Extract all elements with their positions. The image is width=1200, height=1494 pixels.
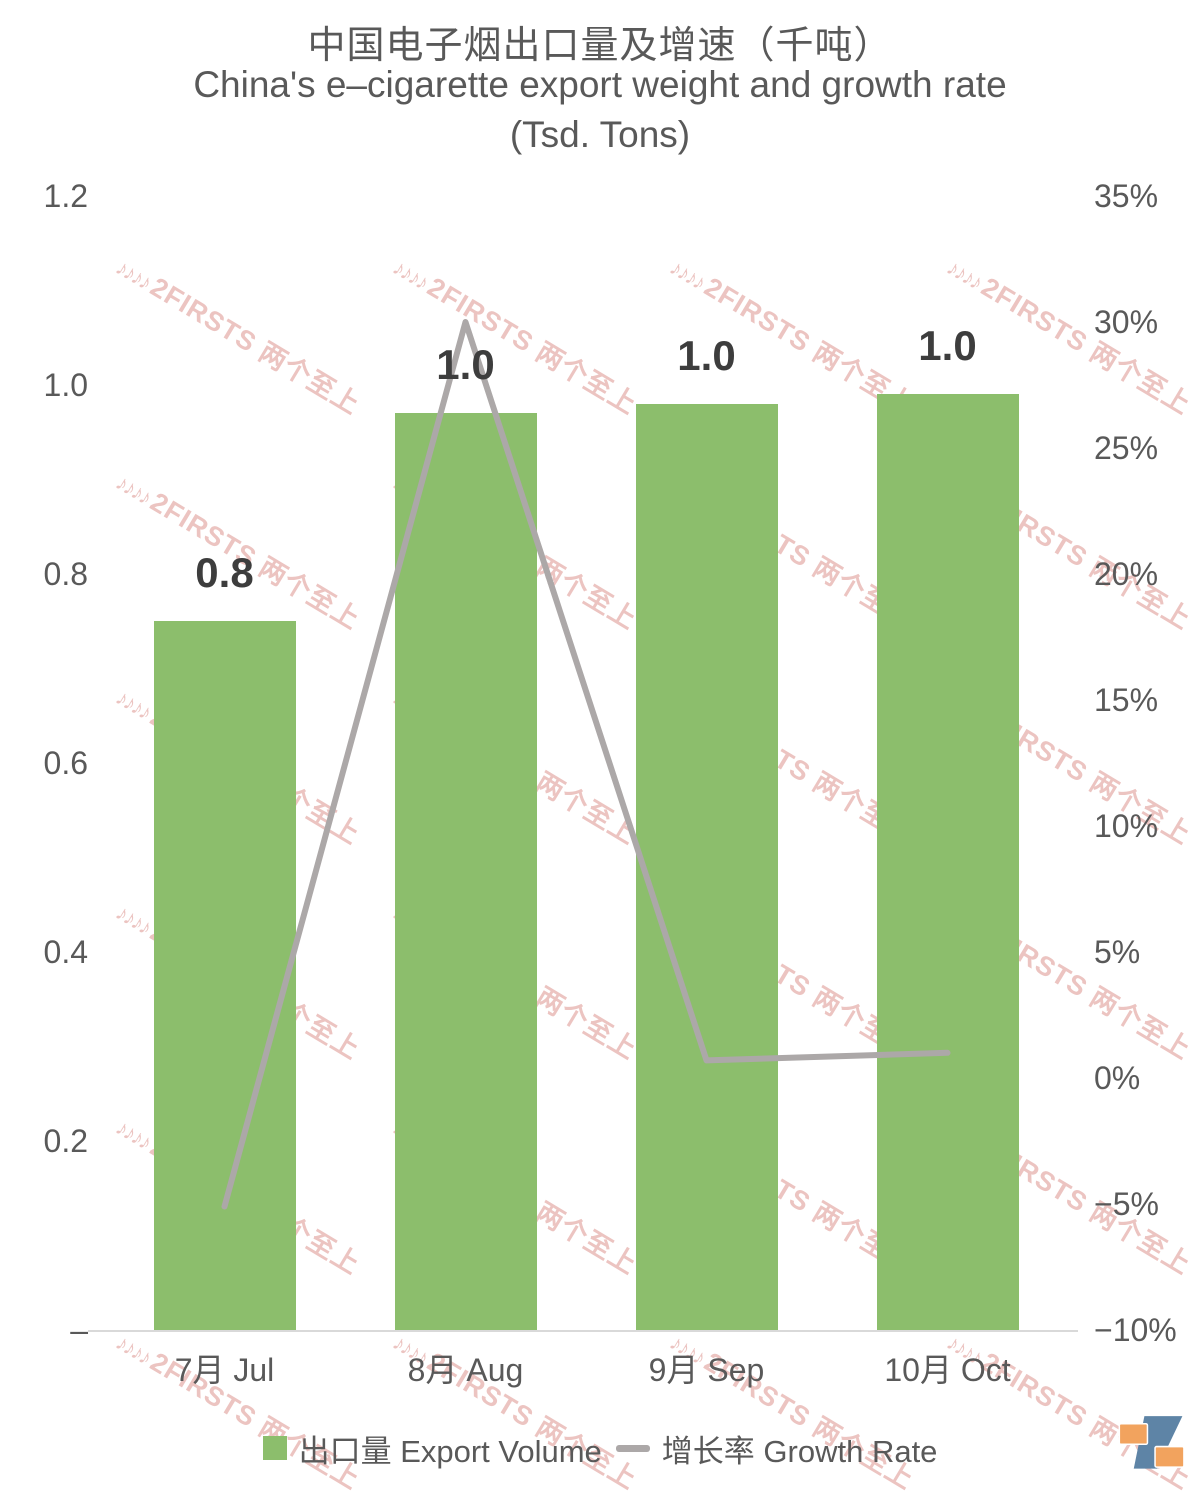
music-notes-icon: ♪♪♪♪ [111,899,159,942]
right-axis-tick: 30% [1094,304,1159,340]
growth-rate-swatch-icon [615,1444,650,1452]
watermark: ♪♪♪♪ 2FIRSTS 两个至上 [110,245,369,422]
left-axis-tick: – [70,1312,88,1348]
chart-title-en-text: China's e–cigarette export weight and gr… [193,64,1007,155]
music-notes-icon: ♪♪♪♪ [111,684,159,727]
bar-data-label: 1.0 [918,322,977,370]
left-axis-tick: 0.4 [43,934,88,970]
right-axis-tick: −5% [1094,1186,1159,1222]
export-volume-bar [153,621,296,1330]
left-axis-tick: 1.0 [43,367,88,403]
right-axis-tick: 25% [1094,430,1159,466]
bar-data-label: 0.8 [195,549,254,597]
right-axis-tick: −10% [1094,1312,1177,1348]
x-axis-label: 9月 Sep [648,1352,765,1388]
music-notes-icon: ♪♪♪♪ [111,1114,159,1157]
2firsts-logo-icon [1118,1416,1185,1469]
chart-legend: 出口量 Export Volume 增长率 Growth Rate [0,1424,1200,1472]
left-axis-tick: 0.2 [43,1123,88,1159]
x-axis-label: 7月 Jul [174,1352,275,1388]
legend-item-export-volume: 出口量 Export Volume [262,1426,602,1471]
bar-data-label: 1.0 [436,341,495,389]
legend-label-growth-rate: 增长率 Growth Rate [661,1433,938,1469]
left-axis-tick: 0.6 [43,745,88,781]
bar-data-label: 1.0 [677,331,736,379]
right-axis-tick: 35% [1094,178,1159,214]
right-axis-tick: 15% [1094,682,1159,718]
music-notes-icon: ♪♪♪♪ [111,469,159,512]
export-volume-swatch-icon [262,1436,287,1460]
export-volume-bar [635,403,778,1330]
right-axis-tick: 20% [1094,556,1159,592]
left-axis-tick: 0.8 [43,556,88,592]
export-volume-bar [876,394,1019,1330]
right-axis-tick: 0% [1094,1060,1141,1096]
music-notes-icon: ♪♪♪♪ [111,254,159,297]
x-axis-label: 8月 Aug [407,1352,524,1388]
right-axis-tick: 5% [1094,934,1141,970]
legend-label-export-volume: 出口量 Export Volume [298,1433,602,1469]
legend-item-growth-rate: 增长率 Growth Rate [615,1426,938,1471]
left-axis-tick: 1.2 [43,178,88,214]
chart-title-en: China's e–cigarette export weight and gr… [0,60,1200,160]
right-axis-tick: 10% [1094,808,1159,844]
x-axis-label: 10月 Oct [884,1352,1011,1388]
watermark-text: 2FIRSTS 两个至上 [145,271,366,421]
music-notes-icon: ♪♪♪♪ [665,254,713,297]
music-notes-icon: ♪♪♪♪ [388,254,436,297]
chart-title-zh: 中国电子烟出口量及增速（千吨） [307,25,893,67]
export-volume-bar [394,413,537,1330]
music-notes-icon: ♪♪♪♪ [942,254,990,297]
watermark: ♪♪♪♪ 2FIRSTS 两个至上 [387,245,646,422]
growth-rate-line [221,319,951,1210]
x-axis-baseline [88,1330,1078,1332]
